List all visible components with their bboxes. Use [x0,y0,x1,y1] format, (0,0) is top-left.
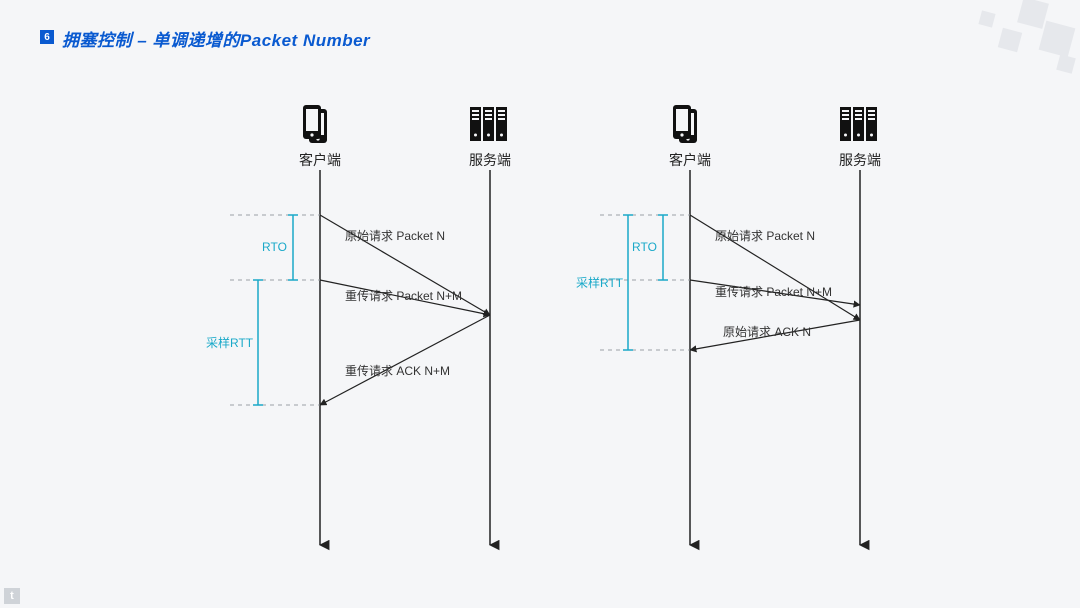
rtt-label-r: 采样RTT [576,275,624,290]
footer-logo-text: t [10,590,14,602]
rtt-label: 采样RTT [206,335,254,350]
footer-logo: t [4,588,20,604]
server-icon [470,107,507,141]
phone-icon [673,105,697,143]
msg-retrans-req: 重传请求 Packet N+M [345,288,462,303]
sequence-diagram: RTO 采样RTT 原始请求 Packet N 重传请求 Packet N+M … [0,0,1080,608]
server-icon [840,107,877,141]
rto-label: RTO [262,240,287,254]
phone-icon [303,105,327,143]
msg-orig-req: 原始请求 Packet N [345,229,445,243]
msg-orig-ack-r: 原始请求 ACK N [723,325,811,339]
msg-retrans-ack: 重传请求 ACK N+M [345,363,450,378]
rto-label-r: RTO [632,240,657,254]
msg-retrans-req-r: 重传请求 Packet N+M [715,284,832,299]
msg-orig-req-r: 原始请求 Packet N [715,229,815,243]
